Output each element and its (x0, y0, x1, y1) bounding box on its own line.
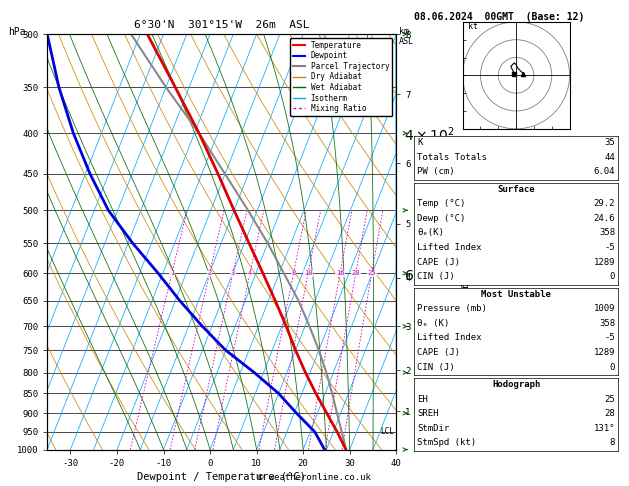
Text: θₑ (K): θₑ (K) (417, 319, 449, 328)
Text: 2: 2 (208, 270, 212, 276)
Text: 8: 8 (291, 270, 296, 276)
Text: 10: 10 (304, 270, 313, 276)
Text: Dewp (°C): Dewp (°C) (417, 214, 465, 223)
Text: 35: 35 (604, 138, 615, 147)
Text: 358: 358 (599, 228, 615, 238)
Text: Hodograph: Hodograph (492, 380, 540, 389)
Text: 1009: 1009 (594, 304, 615, 313)
Text: 0: 0 (610, 363, 615, 372)
Text: 4: 4 (248, 270, 252, 276)
Text: CAPE (J): CAPE (J) (417, 348, 460, 357)
Y-axis label: Mixing Ratio (g/kg): Mixing Ratio (g/kg) (460, 191, 469, 293)
Text: -5: -5 (604, 243, 615, 252)
Text: K: K (417, 138, 423, 147)
Text: 25: 25 (367, 270, 376, 276)
Text: Surface: Surface (498, 185, 535, 194)
Text: CAPE (J): CAPE (J) (417, 258, 460, 267)
Text: -5: -5 (604, 333, 615, 343)
Text: 1289: 1289 (594, 258, 615, 267)
Text: StmSpd (kt): StmSpd (kt) (417, 438, 476, 448)
Text: 1: 1 (170, 270, 174, 276)
Text: LCL: LCL (380, 427, 394, 436)
Legend: Temperature, Dewpoint, Parcel Trajectory, Dry Adiabat, Wet Adiabat, Isotherm, Mi: Temperature, Dewpoint, Parcel Trajectory… (290, 38, 392, 116)
Text: 1289: 1289 (594, 348, 615, 357)
Title: 6°30'N  301°15'W  26m  ASL: 6°30'N 301°15'W 26m ASL (134, 20, 309, 31)
Text: 24.6: 24.6 (594, 214, 615, 223)
Text: 131°: 131° (594, 424, 615, 433)
Text: 3: 3 (231, 270, 235, 276)
Text: Pressure (mb): Pressure (mb) (417, 304, 487, 313)
Text: 358: 358 (599, 319, 615, 328)
Text: 0: 0 (610, 272, 615, 281)
X-axis label: Dewpoint / Temperature (°C): Dewpoint / Temperature (°C) (137, 472, 306, 482)
Text: 16: 16 (336, 270, 344, 276)
Text: Lifted Index: Lifted Index (417, 243, 482, 252)
Text: 25: 25 (604, 395, 615, 404)
Text: kt: kt (468, 22, 478, 31)
Text: 28: 28 (604, 409, 615, 418)
Text: Temp (°C): Temp (°C) (417, 199, 465, 208)
Text: Lifted Index: Lifted Index (417, 333, 482, 343)
Text: CIN (J): CIN (J) (417, 272, 455, 281)
Text: 6.04: 6.04 (594, 167, 615, 176)
Text: Totals Totals: Totals Totals (417, 153, 487, 162)
Text: © weatheronline.co.uk: © weatheronline.co.uk (258, 473, 371, 482)
Text: 20: 20 (352, 270, 360, 276)
Text: 8: 8 (610, 438, 615, 448)
Text: km
ASL: km ASL (399, 27, 414, 46)
Text: StmDir: StmDir (417, 424, 449, 433)
Text: Most Unstable: Most Unstable (481, 290, 551, 299)
Text: EH: EH (417, 395, 428, 404)
Text: CIN (J): CIN (J) (417, 363, 455, 372)
Text: PW (cm): PW (cm) (417, 167, 455, 176)
Text: 44: 44 (604, 153, 615, 162)
Text: θₑ(K): θₑ(K) (417, 228, 444, 238)
Text: 29.2: 29.2 (594, 199, 615, 208)
Text: 08.06.2024  00GMT  (Base: 12): 08.06.2024 00GMT (Base: 12) (414, 12, 584, 22)
Text: SREH: SREH (417, 409, 438, 418)
Text: hPa: hPa (8, 27, 26, 37)
